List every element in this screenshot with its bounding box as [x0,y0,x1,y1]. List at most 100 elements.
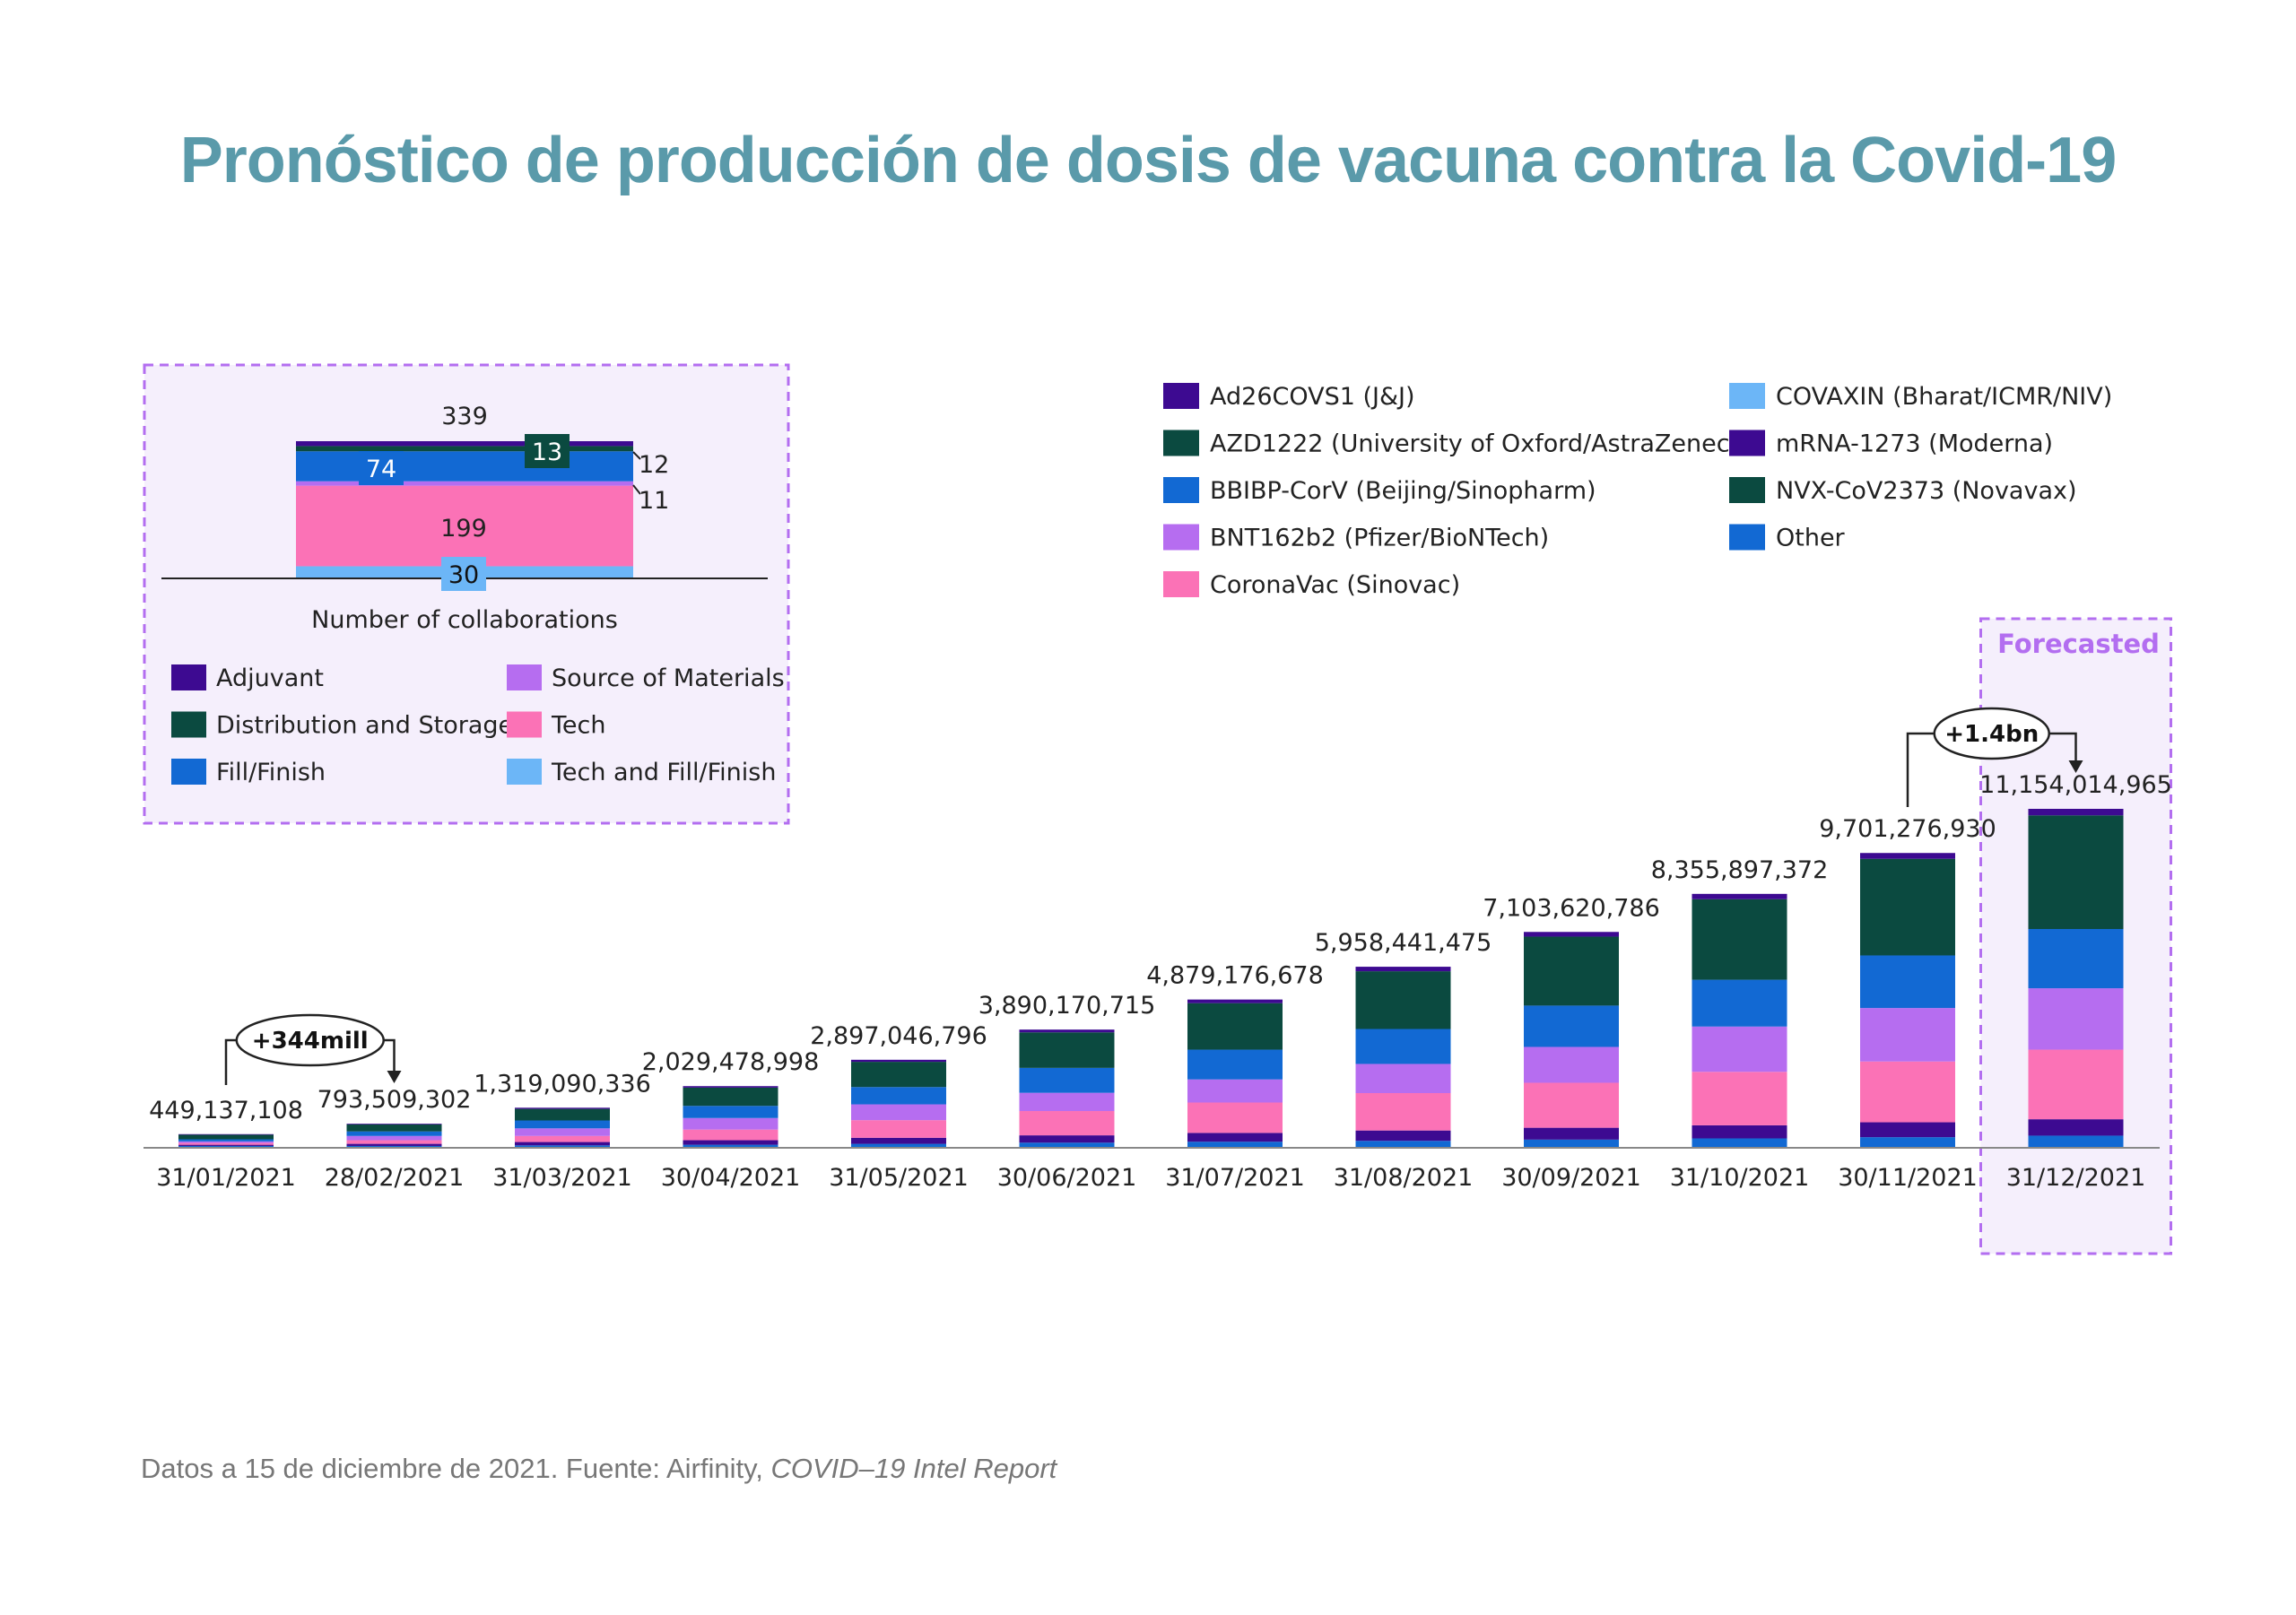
legend-swatch-nvx-cov2373-novavax [1729,477,1765,503]
bar-total-label: 3,890,170,715 [978,992,1156,1020]
bar-segment-coronavac-sinovac-10 [1860,1061,1955,1123]
inset-legend-swatch-source-of-materials [507,664,542,690]
bar-segment-bnt162b2-pfizer-biontech-0 [178,1141,274,1143]
inset-label-fill-finish: 74 [366,456,396,483]
bar-segment-bbibp-corv-beijing-sinopharm-6 [1187,1049,1283,1080]
bar-total-label: 449,137,108 [149,1097,303,1124]
bar-segment-ad26covs1-j-j-11 [2028,809,2124,816]
bar-segment-azd1222-university-of-oxford-astrazeneca-6 [1187,1003,1283,1050]
bar-segment-other-9 [1692,1138,1787,1148]
bar-segment-coronavac-sinovac-5 [1019,1110,1115,1136]
bar-segment-bnt162b2-pfizer-biontech-2 [515,1128,610,1136]
vaccine-legend: Ad26COVS1 (J&J) AZD1222 (University of Ox… [1163,383,2112,599]
x-tick-label: 28/02/2021 [325,1164,465,1192]
inset-box [143,363,790,825]
inset-legend-label-source-of-materials: Source of Materials [552,664,785,692]
bar-segment-bbibp-corv-beijing-sinopharm-7 [1355,1029,1451,1064]
bar-segment-bbibp-corv-beijing-sinopharm-10 [1860,955,1955,1009]
bar-segment-bbibp-corv-beijing-sinopharm-4 [851,1087,946,1105]
bar-segment-azd1222-university-of-oxford-astrazeneca-8 [1524,936,1619,1006]
bar-segment-bbibp-corv-beijing-sinopharm-11 [2028,928,2124,989]
x-tick-label: 31/10/2021 [1670,1164,1810,1192]
inset-segment-fill-finish [296,451,633,482]
bar-segment-azd1222-university-of-oxford-astrazeneca-11 [2028,815,2124,929]
source-prefix: Datos a 15 de diciembre de 2021. Fuente:… [141,1453,771,1484]
legend-swatch-ad26covs1-j-j [1163,383,1199,409]
inset-legend-swatch-distribution-and-storage [171,711,206,738]
bar-total-label: 793,509,302 [317,1086,472,1114]
annotation-arrowhead [2068,760,2083,773]
inset-label-tech-and-fill-finish: 30 [448,561,479,589]
bar-segment-coronavac-sinovac-2 [515,1135,610,1142]
inset-legend-swatch-adjuvant [171,664,206,690]
inset-label-tech: 199 [440,515,487,543]
legend-label-azd1222-university-of-oxford-astrazeneca: AZD1222 (University of Oxford/AstraZenec… [1210,430,1754,458]
bar-segment-ad26covs1-j-j-3 [683,1086,778,1088]
bar-segment-other-0 [178,1145,274,1148]
bar-segment-bbibp-corv-beijing-sinopharm-9 [1692,979,1787,1027]
legend-swatch-azd1222-university-of-oxford-astrazeneca [1163,430,1199,456]
bar-total-label: 2,029,478,998 [642,1048,820,1076]
bar-segment-mrna-1273-moderna-8 [1524,1127,1619,1140]
legend-swatch-mrna-1273-moderna [1729,430,1765,456]
bar-segment-other-4 [851,1143,946,1148]
x-tick-label: 31/05/2021 [829,1164,969,1192]
annotation-text: +344mill [252,1028,369,1055]
bar-segment-bnt162b2-pfizer-biontech-3 [683,1117,778,1130]
inset-legend-swatch-tech [507,711,542,738]
bar-segment-ad26covs1-j-j-0 [178,1133,274,1135]
bar-segment-mrna-1273-moderna-5 [1019,1135,1115,1143]
bar-segment-coronavac-sinovac-8 [1524,1082,1619,1128]
inset-label-adjuvant: 12 [639,451,669,479]
inset-label-distribution-and-storage-bg [525,434,570,468]
bar-segment-azd1222-university-of-oxford-astrazeneca-4 [851,1062,946,1088]
x-tick-label: 30/06/2021 [997,1164,1137,1192]
inset-legend-label-fill-finish: Fill/Finish [216,759,326,786]
legend-swatch-bbibp-corv-beijing-sinopharm [1163,477,1199,503]
bar-segment-azd1222-university-of-oxford-astrazeneca-1 [346,1124,442,1132]
annotation-bubble [235,1013,385,1067]
inset-legend-swatch-fill-finish [171,759,206,785]
legend-label-other: Other [1776,525,1846,552]
bar-segment-bnt162b2-pfizer-biontech-1 [346,1135,442,1141]
bar-segment-azd1222-university-of-oxford-astrazeneca-7 [1355,971,1451,1029]
bar-segment-bbibp-corv-beijing-sinopharm-5 [1019,1067,1115,1093]
bar-segment-bnt162b2-pfizer-biontech-9 [1692,1026,1787,1072]
bar-segment-ad26covs1-j-j-4 [851,1059,946,1063]
bar-segment-other-2 [515,1145,610,1148]
bar-segment-bbibp-corv-beijing-sinopharm-3 [683,1106,778,1118]
inset-label-distribution-and-storage: 13 [532,438,562,466]
legend-label-ad26covs1-j-j: Ad26COVS1 (J&J) [1210,383,1415,411]
bar-segment-mrna-1273-moderna-3 [683,1140,778,1145]
bar-total-label: 11,154,014,965 [1979,771,2172,799]
forecast-label: Forecasted [1997,629,2160,659]
bar-total-label: 5,958,441,475 [1315,929,1492,957]
bar-segment-coronavac-sinovac-7 [1355,1092,1451,1131]
inset-segment-adjuvant [296,441,633,447]
bar-segment-bnt162b2-pfizer-biontech-7 [1355,1064,1451,1093]
bar-segment-mrna-1273-moderna-0 [178,1144,274,1146]
bar-total-label: 9,701,276,930 [1819,815,1996,843]
inset-label-source-of-materials: 11 [639,487,669,515]
legend-swatch-covaxin-bharat-icmr-niv [1729,383,1765,409]
bar-segment-ad26covs1-j-j-8 [1524,932,1619,937]
bar-segment-bnt162b2-pfizer-biontech-4 [851,1104,946,1121]
bar-segment-mrna-1273-moderna-7 [1355,1130,1451,1142]
annotations: +344mill +1.4bn [224,707,2083,1085]
legend-swatch-bnt162b2-pfizer-biontech [1163,524,1199,551]
bar-segment-other-7 [1355,1141,1451,1148]
x-tick-label: 30/09/2021 [1501,1164,1641,1192]
bar-segment-azd1222-university-of-oxford-astrazeneca-9 [1692,899,1787,980]
x-tick-label: 30/11/2021 [1838,1164,1978,1192]
bar-segment-bbibp-corv-beijing-sinopharm-2 [515,1120,610,1129]
bar-segment-mrna-1273-moderna-4 [851,1137,946,1144]
bar-segment-azd1222-university-of-oxford-astrazeneca-10 [1860,858,1955,956]
inset-xlabel: Number of collaborations [311,606,618,634]
bar-segment-ad26covs1-j-j-2 [515,1107,610,1109]
legend-label-covaxin-bharat-icmr-niv: COVAXIN (Bharat/ICMR/NIV) [1776,383,2112,411]
bar-segment-other-3 [683,1144,778,1148]
source-report: COVID–19 Intel Report [770,1453,1057,1484]
inset-total-label: 339 [441,403,488,430]
x-tick-label: 31/01/2021 [156,1164,296,1192]
x-tick-label: 31/08/2021 [1334,1164,1474,1192]
